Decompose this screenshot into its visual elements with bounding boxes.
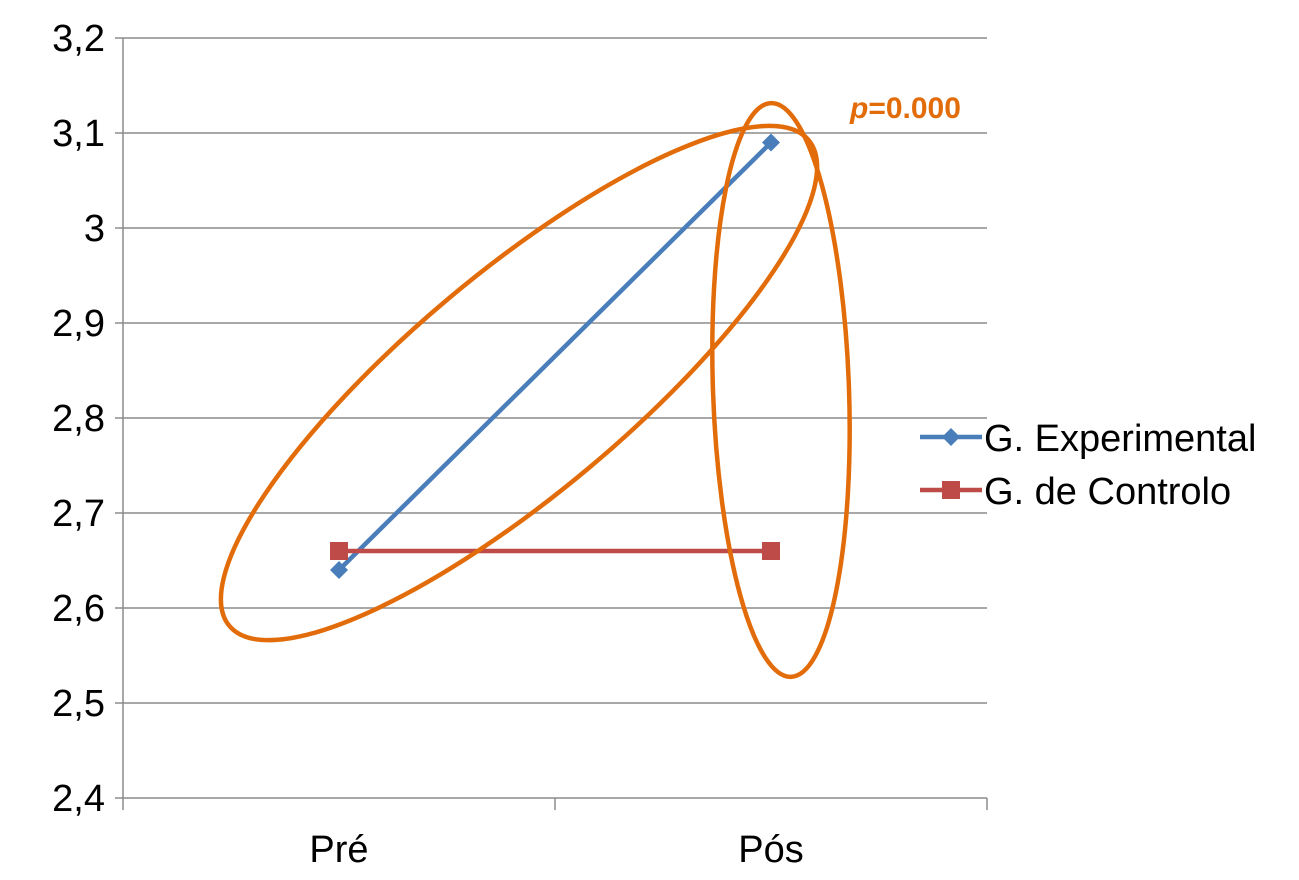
series-group — [330, 133, 780, 579]
p-value-rest: =0.000 — [868, 92, 961, 125]
highlight-ellipses — [218, 100, 852, 680]
gridlines — [123, 37, 987, 704]
y-tick-label: 2,9 — [52, 303, 105, 345]
highlight-ellipse-diagonal — [218, 123, 820, 643]
y-tick-label: 3 — [84, 208, 105, 250]
x-tick-labels: Pré Pós — [309, 829, 803, 871]
series-line-1 — [337, 140, 773, 572]
y-tick-labels: 2,4 2,5 2,6 2,7 2,8 2,9 3 3,1 3,2 — [52, 18, 105, 820]
y-tick-label: 2,7 — [52, 493, 105, 535]
x-tick-label: Pós — [738, 829, 803, 871]
y-tick-label: 2,6 — [52, 588, 105, 630]
legend-label-2: G. de Controlo — [984, 471, 1231, 513]
legend-label-1: G. Experimental — [984, 418, 1256, 460]
y-tick-label: 3,2 — [52, 18, 105, 60]
x-tick-label: Pré — [309, 829, 368, 871]
p-value-italic: p — [849, 92, 868, 125]
y-tick-label: 2,8 — [52, 398, 105, 440]
highlight-ellipse-vertical — [710, 100, 852, 680]
data-point-2-1 — [330, 542, 348, 560]
axes — [115, 37, 988, 810]
legend: G. Experimental G. de Controlo — [920, 418, 1256, 513]
p-value-annotation: p=0.000 — [849, 92, 961, 125]
data-point-1-1 — [330, 561, 348, 579]
legend-marker-1 — [942, 428, 960, 446]
legend-marker-2 — [942, 481, 960, 499]
y-tick-label: 3,1 — [52, 113, 105, 155]
data-point-1-2 — [762, 133, 780, 152]
y-tick-label: 2,5 — [52, 683, 105, 725]
y-tick-label: 2,4 — [52, 778, 105, 820]
data-point-2-2 — [762, 542, 780, 560]
